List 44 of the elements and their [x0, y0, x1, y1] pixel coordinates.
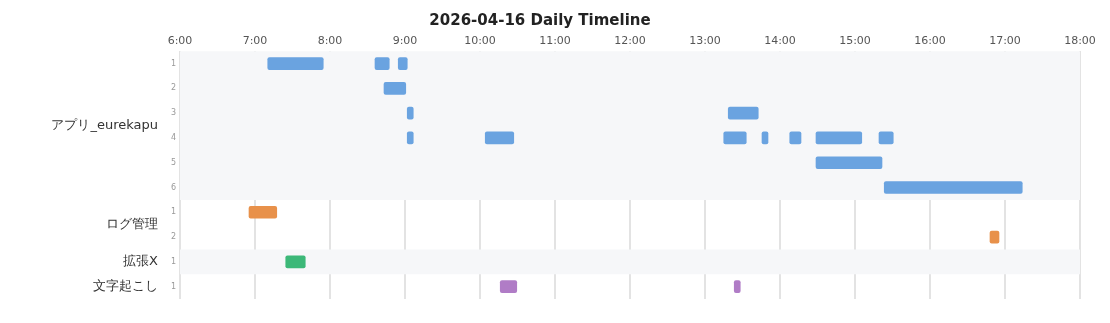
bar	[267, 57, 324, 70]
text: 文字起こし	[93, 277, 158, 293]
x-tick-label: 10:00	[464, 34, 496, 48]
y-tick-label: 1	[170, 256, 176, 266]
x-tick-label: 16:00	[914, 34, 946, 48]
bar	[815, 131, 863, 145]
text: アプリ_eurekapu	[51, 116, 158, 132]
x-tick-label: 6:00	[167, 34, 193, 48]
y-tick-label: 5	[170, 157, 176, 167]
bar	[815, 156, 883, 170]
x-tick-label: 13:00	[689, 34, 721, 48]
x-tick-label: 7:00	[242, 34, 268, 48]
text: ログ管理	[106, 216, 158, 232]
bar	[727, 106, 759, 120]
x-tick-label: 15:00	[839, 34, 871, 48]
y-tick-label: 1	[170, 281, 176, 291]
text: 拡張X	[123, 253, 159, 269]
bar	[723, 131, 747, 145]
bar	[285, 255, 306, 269]
bar	[397, 57, 408, 70]
y-tick-label: 2	[170, 232, 176, 242]
y-tick-label: 6	[170, 182, 176, 192]
y-tick-label: 3	[170, 108, 176, 118]
chart-title: 2026-04-16 Daily Timeline	[429, 10, 651, 29]
bar	[883, 181, 1023, 194]
x-tick-label: 12:00	[614, 34, 646, 48]
x-tick-label: 11:00	[539, 34, 571, 48]
bar	[789, 131, 802, 145]
bar	[383, 82, 407, 95]
bar	[248, 205, 278, 219]
x-tick-label: 18:00	[1064, 34, 1096, 48]
y-tick-label: 1	[170, 58, 176, 68]
bar	[499, 280, 518, 293]
bar	[484, 131, 515, 145]
bar	[989, 230, 1000, 244]
y-tick-label: 2	[170, 83, 176, 93]
bar	[374, 57, 390, 70]
y-tick-label: 4	[170, 133, 176, 143]
x-tick-label: 8:00	[317, 34, 343, 48]
x-tick-label: 14:00	[764, 34, 796, 48]
y-tick-label: 1	[170, 207, 176, 217]
x-tick-label: 9:00	[392, 34, 418, 48]
x-tick-label: 17:00	[989, 34, 1021, 48]
bar	[878, 131, 894, 145]
